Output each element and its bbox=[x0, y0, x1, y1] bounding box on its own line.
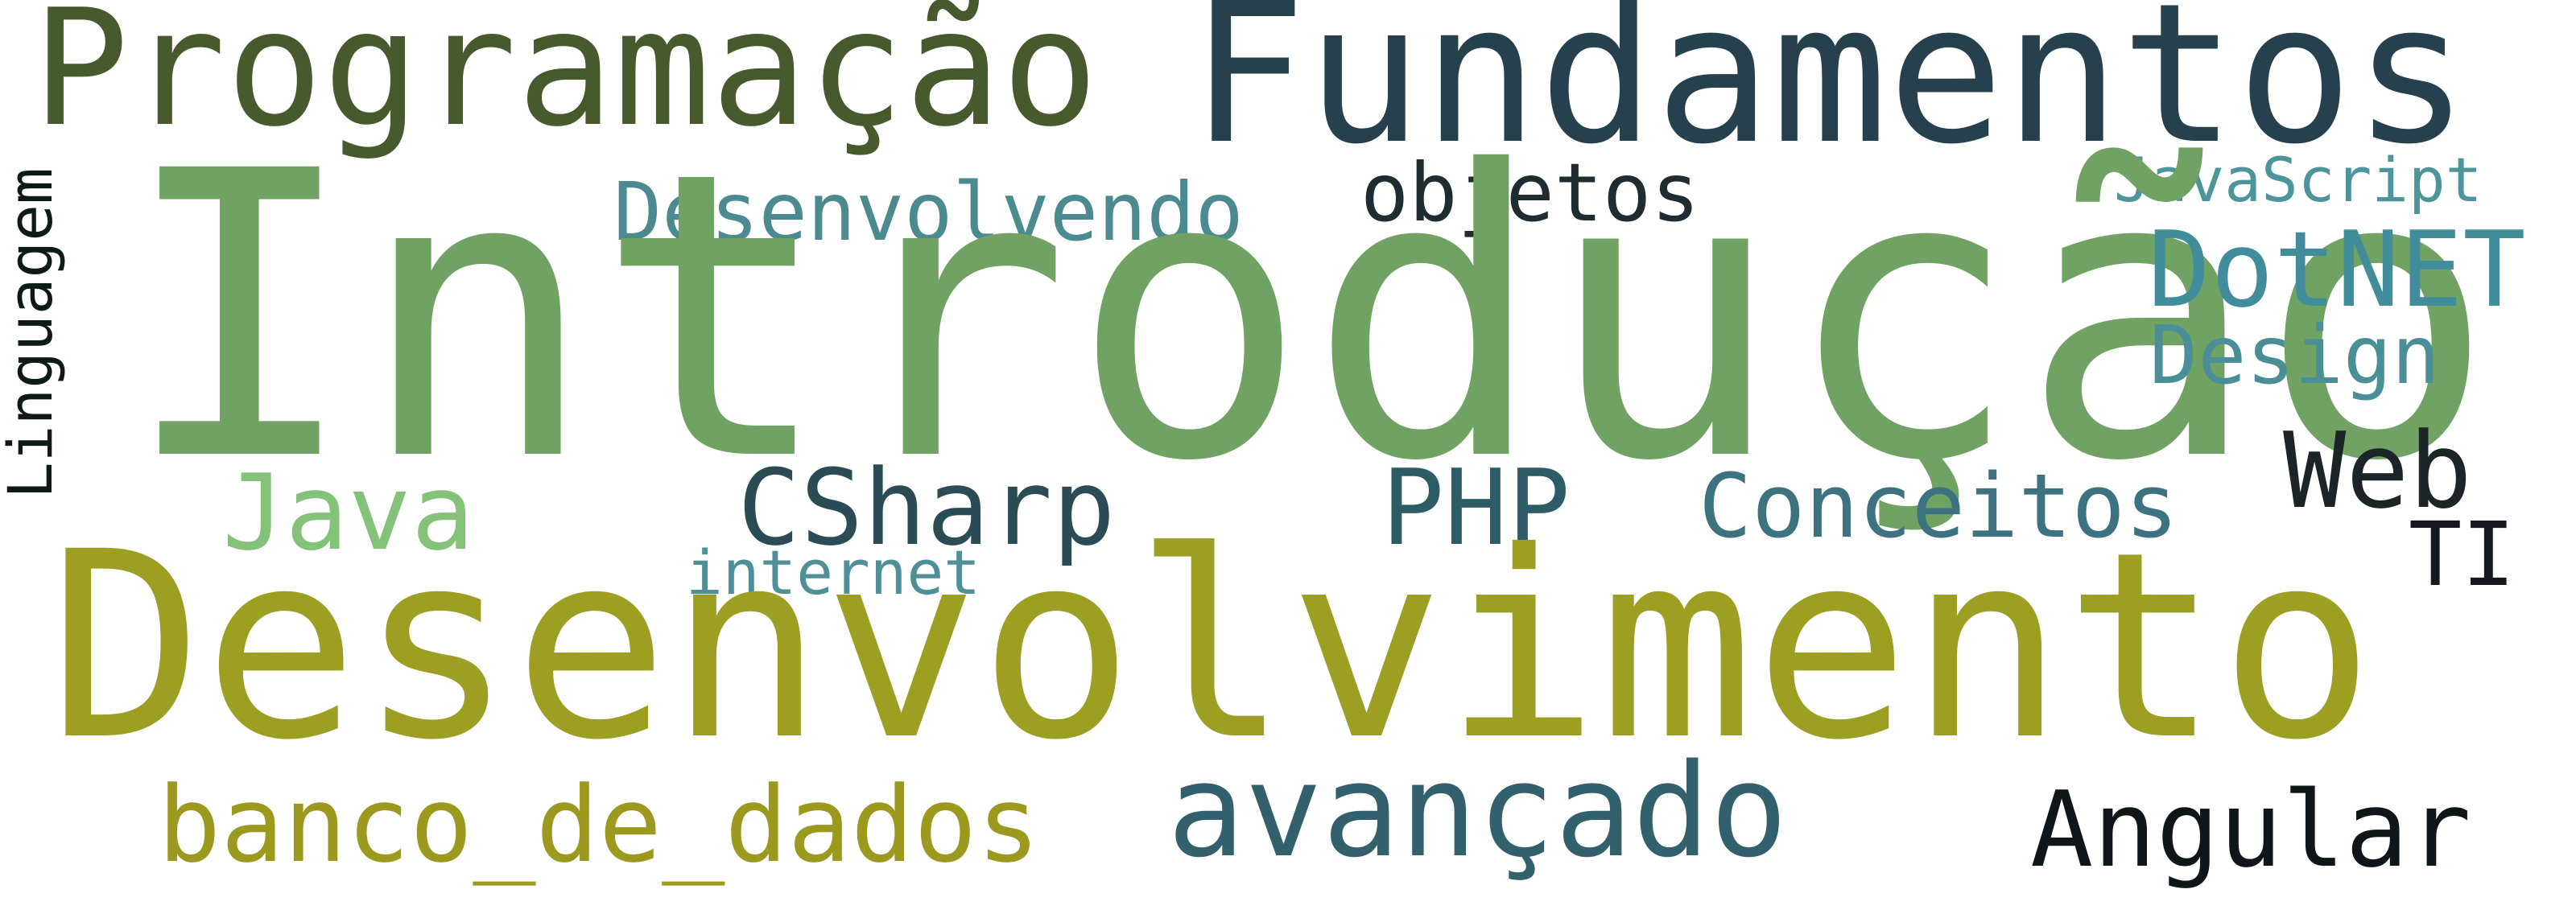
word-introducao: Introdução bbox=[121, 88, 2496, 547]
word-conceitos: Conceitos bbox=[1699, 455, 2179, 558]
word-programacao: Programação bbox=[32, 0, 1099, 163]
word-objetos: objetos bbox=[1360, 146, 1700, 240]
word-fundamentos: Fundamentos bbox=[1190, 0, 2470, 187]
word-java: Java bbox=[222, 451, 475, 574]
word-javascript: JavaScript bbox=[2114, 144, 2483, 216]
word-linguagem: Linguagem bbox=[0, 167, 66, 499]
word-angular: Angular bbox=[2030, 768, 2471, 891]
word-design: Design bbox=[2149, 308, 2441, 402]
word-dotnet: DotNET bbox=[2148, 208, 2526, 331]
word-avancado: avançado bbox=[1167, 735, 1788, 886]
word-php: PHP bbox=[1381, 447, 1571, 569]
word-internet: internet bbox=[686, 537, 981, 608]
word-web: Web bbox=[2283, 410, 2472, 532]
word-ti: TI bbox=[2409, 503, 2516, 606]
word-desenvolvendo: Desenvolvendo bbox=[613, 165, 1244, 259]
word-desenvolvimento: Desenvolvimento bbox=[48, 497, 2375, 797]
word-banco-de-dados: banco_de_dados bbox=[158, 764, 1040, 886]
word-csharp: CSharp bbox=[737, 447, 1116, 569]
